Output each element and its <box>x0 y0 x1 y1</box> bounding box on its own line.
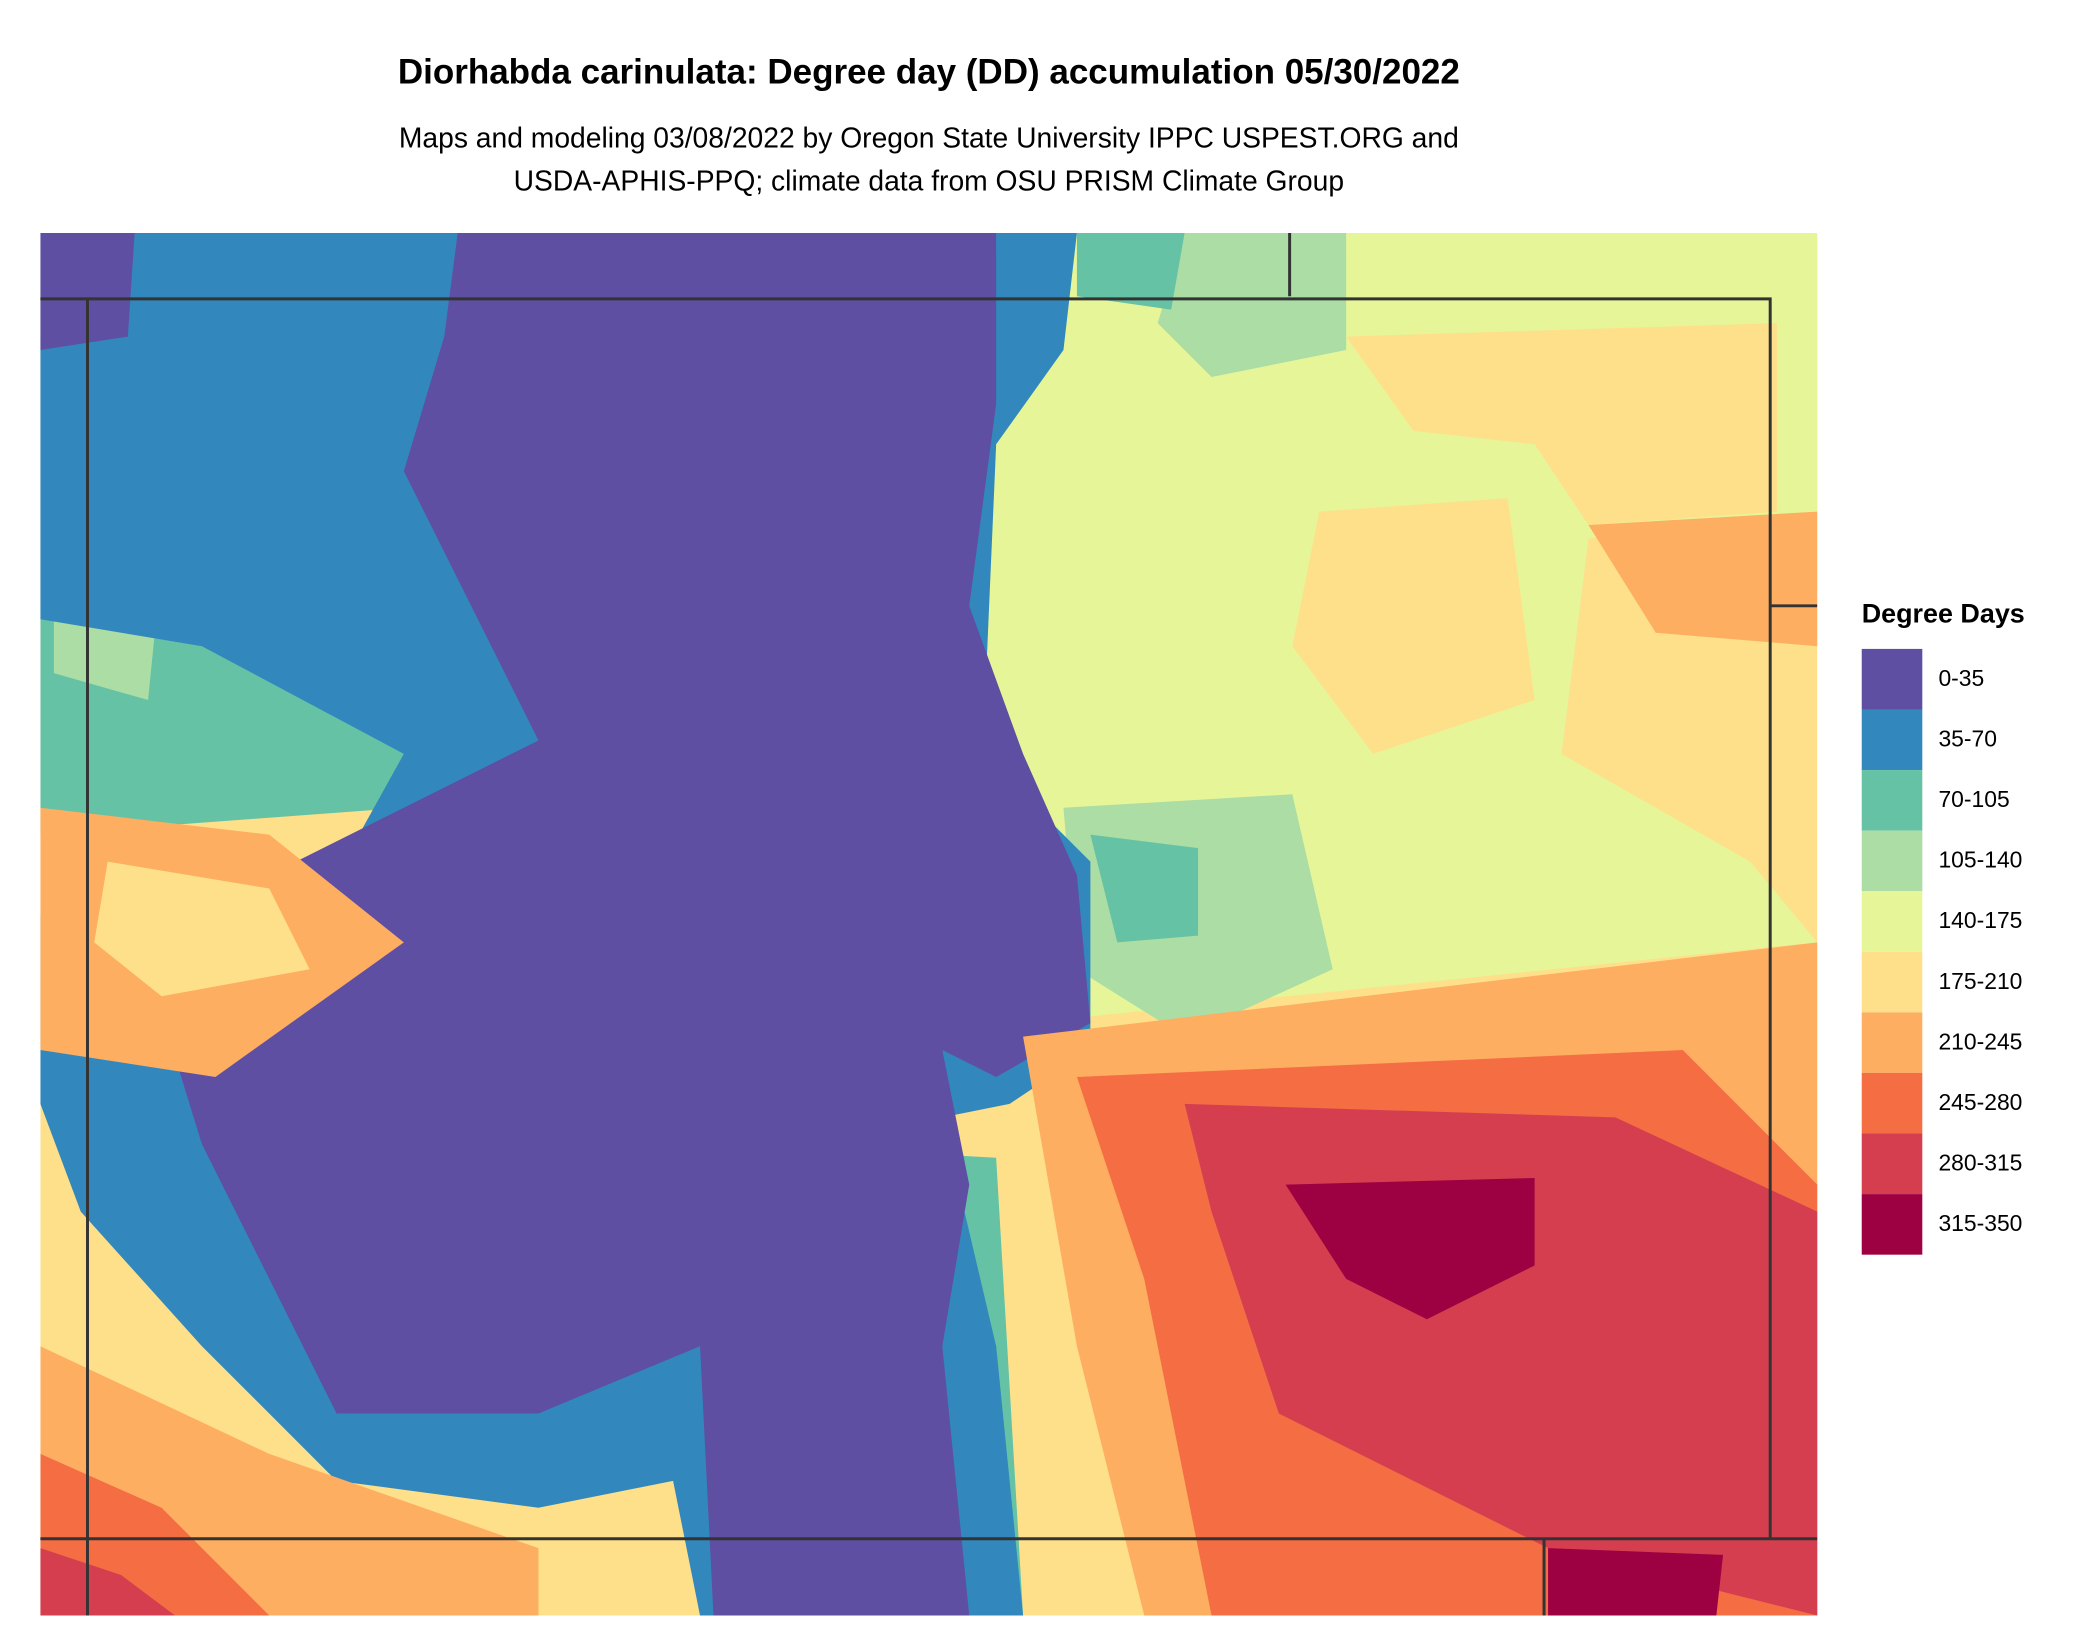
legend-label: 175-210 <box>1938 968 2022 994</box>
map-region <box>1292 323 1777 754</box>
state-boundary <box>40 232 1818 1616</box>
legend-swatch <box>1861 1072 1923 1134</box>
subtitle: Maps and modeling 03/08/2022 by Oregon S… <box>399 122 1459 154</box>
legend-label: 70-105 <box>1938 786 2009 812</box>
legend-label: 245-280 <box>1938 1089 2022 1115</box>
legend-swatch <box>1861 951 1923 1013</box>
legend-label: 0-35 <box>1938 665 1984 691</box>
legend-swatch <box>1861 830 1923 892</box>
legend-label: 140-175 <box>1938 907 2022 933</box>
legend-label: 280-315 <box>1938 1150 2022 1176</box>
legend-swatch <box>1861 1194 1923 1255</box>
legend-swatch <box>1861 891 1923 952</box>
map-region <box>1285 1177 1724 1616</box>
legend-title: Degree Days <box>1862 598 2025 628</box>
title: Diorhabda carinulata: Degree day (DD) ac… <box>398 52 1460 91</box>
raster-map <box>40 232 1818 1616</box>
legend-swatch <box>1861 1012 1923 1073</box>
map-region <box>1063 232 1347 1037</box>
legend-label: 210-245 <box>1938 1028 2022 1054</box>
legend-label: 105-140 <box>1938 847 2022 873</box>
legend-swatch <box>1861 709 1923 771</box>
legend: 0-35 35-70 70-105 105-140 140-175 175-210 210-… <box>1861 648 2022 1255</box>
legend-label: 35-70 <box>1938 725 1997 751</box>
map-region <box>40 232 1091 1616</box>
legend-swatch <box>1861 1133 1923 1195</box>
legend-swatch <box>1861 648 1923 710</box>
legend-label: 315-350 <box>1938 1210 2022 1236</box>
legend-swatch <box>1861 770 1923 831</box>
map-region <box>94 861 310 997</box>
subtitle: USDA-APHIS-PPQ; climate data from OSU PR… <box>514 165 1344 197</box>
